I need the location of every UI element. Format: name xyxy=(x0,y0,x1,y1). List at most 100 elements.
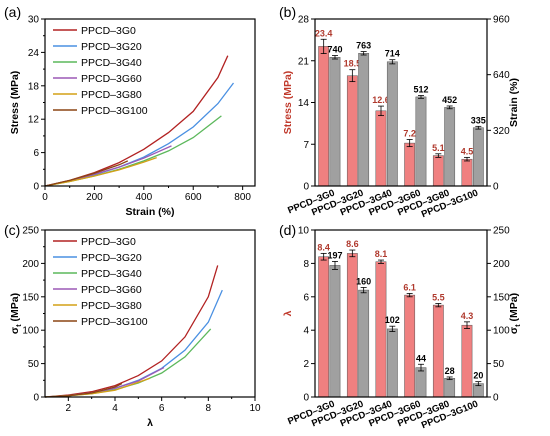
bar xyxy=(386,61,398,187)
bar xyxy=(404,294,416,398)
y-axis-title: λ xyxy=(282,310,294,316)
x-tick-label: 2 xyxy=(66,403,72,414)
x-tick-label: 4 xyxy=(112,403,118,414)
x-axis-title: Strain (%) xyxy=(125,206,174,218)
x-tick-label: 400 xyxy=(135,192,152,203)
data-label: 44 xyxy=(416,353,426,363)
data-label: 8.1 xyxy=(375,249,388,259)
bar xyxy=(461,158,473,187)
plot-frame xyxy=(44,18,256,187)
legend-label: PPCD–3G60 xyxy=(81,73,142,85)
data-label: 5.5 xyxy=(432,292,445,302)
chart-a: (a) 0 200 400 600 800 0 6 12 18 24 30 Strain (%) Stre… xyxy=(4,4,256,218)
data-label: 4.5 xyxy=(461,146,474,156)
series-line-5 xyxy=(44,383,123,398)
data-label: 8.4 xyxy=(317,242,330,252)
x-tick-label: 200 xyxy=(86,192,103,203)
y2-tick-label: 0 xyxy=(493,182,499,193)
data-label: 20 xyxy=(473,371,483,381)
y-axis-title-unit: (MPa) xyxy=(9,293,21,325)
y-tick-label: 6 xyxy=(33,148,39,159)
y-tick-label: 24 xyxy=(28,48,40,59)
panel-label: (d) xyxy=(279,222,296,238)
y2-axis-title: Strain (%) xyxy=(508,78,520,127)
y-axis-title: σt (MPa) xyxy=(9,293,23,334)
y2-tick-label: 960 xyxy=(493,15,510,26)
data-label: 12.6 xyxy=(372,95,390,105)
y2-axis-title: σt (MPa) xyxy=(508,293,522,334)
y-axis-title: Stress (MPa) xyxy=(282,71,294,135)
y-tick-label: 100 xyxy=(22,326,39,337)
y-tick-label: 4 xyxy=(303,326,309,337)
bar xyxy=(346,75,358,187)
bar xyxy=(358,53,370,187)
y2-tick-label: 250 xyxy=(493,226,510,237)
y-tick-label: 150 xyxy=(22,292,39,303)
panel-label: (c) xyxy=(4,222,20,238)
series-line-4 xyxy=(44,156,157,187)
legend-label: PPCD–3G60 xyxy=(81,284,142,296)
data-label: 6.1 xyxy=(403,282,416,292)
data-label: 5.1 xyxy=(432,143,445,153)
bar xyxy=(329,265,341,398)
y-axis-title: Stress (MPa) xyxy=(9,71,21,135)
data-label: 197 xyxy=(327,250,342,260)
y2-tick-label: 200 xyxy=(493,259,510,270)
legend-label: PPCD–3G100 xyxy=(81,105,148,117)
series-line-0 xyxy=(44,265,219,398)
y-tick-label: 28 xyxy=(298,15,310,26)
plot-frame xyxy=(314,229,488,398)
data-label: 18.5 xyxy=(344,59,362,69)
y2-axis-title-main: Strain (%) xyxy=(508,78,520,127)
legend-label: PPCD–3G80 xyxy=(81,300,142,312)
bar xyxy=(346,253,358,398)
y-tick-label: 10 xyxy=(298,226,310,237)
y-tick-label: 18 xyxy=(28,81,40,92)
y-tick-label: 14 xyxy=(298,98,310,109)
y-tick-label: 7 xyxy=(303,140,309,151)
bar xyxy=(415,367,427,398)
y-tick-label: 0 xyxy=(33,182,39,193)
legend-label: PPCD–3G40 xyxy=(81,268,142,280)
bar xyxy=(432,304,444,398)
y-tick-label: 250 xyxy=(22,226,39,237)
series-line-2 xyxy=(44,115,222,187)
y-tick-label: 2 xyxy=(303,359,309,370)
y-axis-title-sub: t xyxy=(14,324,23,327)
x-axis-title: λ xyxy=(147,417,153,429)
data-label: 335 xyxy=(471,115,486,125)
legend-label: PPCD–3G100 xyxy=(81,316,148,328)
bar xyxy=(461,324,473,398)
bar xyxy=(318,46,330,187)
data-label: 714 xyxy=(385,49,400,59)
data-label: 23.4 xyxy=(315,28,333,38)
data-label: 28 xyxy=(445,366,455,376)
x-tick-label: 10 xyxy=(249,403,261,414)
data-label: 512 xyxy=(413,85,428,95)
legend-label: PPCD–3G20 xyxy=(81,252,142,264)
x-tick-label: 8 xyxy=(206,403,212,414)
x-tick-label: 6 xyxy=(159,403,165,414)
x-tick-label: 600 xyxy=(185,192,202,203)
y2-tick-label: 0 xyxy=(493,393,499,404)
bar xyxy=(404,142,416,187)
y2-axis-title-main: σ xyxy=(508,327,520,334)
y2-tick-label: 150 xyxy=(493,292,510,303)
bar xyxy=(375,261,387,398)
data-label: 452 xyxy=(442,95,457,105)
panel-label: (a) xyxy=(4,4,21,20)
plot-frame xyxy=(44,229,256,398)
bar xyxy=(444,378,456,398)
y-tick-label: 12 xyxy=(28,115,40,126)
data-label: 4.3 xyxy=(461,311,474,321)
y-tick-label: 0 xyxy=(303,393,309,404)
x-tick-label: 800 xyxy=(234,192,251,203)
legend-label: PPCD–3G20 xyxy=(81,41,142,53)
legend-label: PPCD–3G80 xyxy=(81,89,142,101)
panel-label: (b) xyxy=(279,4,296,20)
data-label: 763 xyxy=(356,41,371,51)
